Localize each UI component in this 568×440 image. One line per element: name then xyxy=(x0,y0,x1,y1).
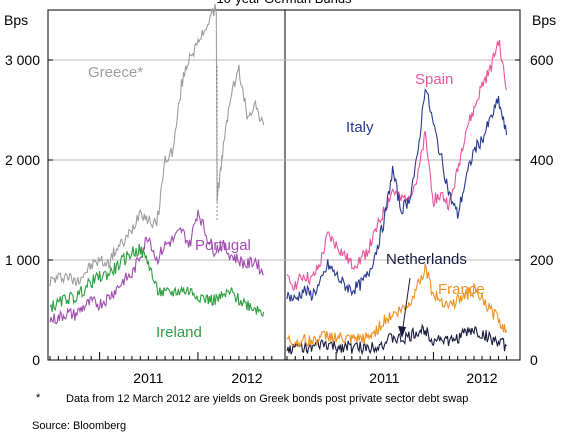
netherlands-arrow xyxy=(401,277,411,335)
series-label-ireland: Ireland xyxy=(156,324,202,341)
y-tick-label: 1 000 xyxy=(5,252,40,268)
series-line-netherlands xyxy=(286,323,507,356)
series-line-ireland xyxy=(49,244,265,318)
series-label-netherlands: Netherlands xyxy=(386,251,467,268)
series-label-spain: Spain xyxy=(415,71,453,88)
axis-ticks xyxy=(48,59,520,361)
series-label-france: France xyxy=(438,281,485,298)
netherlands-arrowhead xyxy=(398,326,406,338)
series-label-greece: Greece* xyxy=(88,64,143,81)
series-line-portugal xyxy=(49,209,265,325)
y-tick-label: 200 xyxy=(530,252,554,268)
x-tick-label: 2011 xyxy=(133,370,163,386)
series-line-greece xyxy=(49,4,265,287)
text-labels: 10-year German Bunds 0 1 000 2 000 3 000 Bps 2… xyxy=(4,0,556,386)
source-note: Source: Bloomberg xyxy=(32,420,127,432)
y-tick-label: 0 xyxy=(530,352,538,368)
y-tick-label: 600 xyxy=(530,52,554,68)
footnote-star: * xyxy=(36,392,41,404)
x-tick-label: 2012 xyxy=(466,370,497,386)
x-tick-label: 2012 xyxy=(231,370,262,386)
chart-title: 10-year German Bunds xyxy=(216,0,352,6)
series-layer xyxy=(49,4,508,356)
footnote-text: Data from 12 March 2012 are yields on Gr… xyxy=(66,393,469,405)
series-label-portugal: Portugal xyxy=(195,237,251,254)
y-tick-label: 400 xyxy=(530,152,554,168)
y-unit-label: Bps xyxy=(4,12,28,28)
y-unit-label: Bps xyxy=(532,12,556,28)
y-tick-label: 0 xyxy=(32,352,40,368)
series-line-france xyxy=(286,263,508,347)
chart-frame xyxy=(47,9,521,361)
grid-lines xyxy=(48,59,520,261)
y-tick-label: 2 000 xyxy=(5,152,40,168)
y-tick-label: 3 000 xyxy=(5,52,40,68)
series-line-italy xyxy=(286,88,508,302)
series-label-italy: Italy xyxy=(346,119,374,136)
plot-border xyxy=(47,9,521,361)
x-tick-label: 2011 xyxy=(369,370,399,386)
